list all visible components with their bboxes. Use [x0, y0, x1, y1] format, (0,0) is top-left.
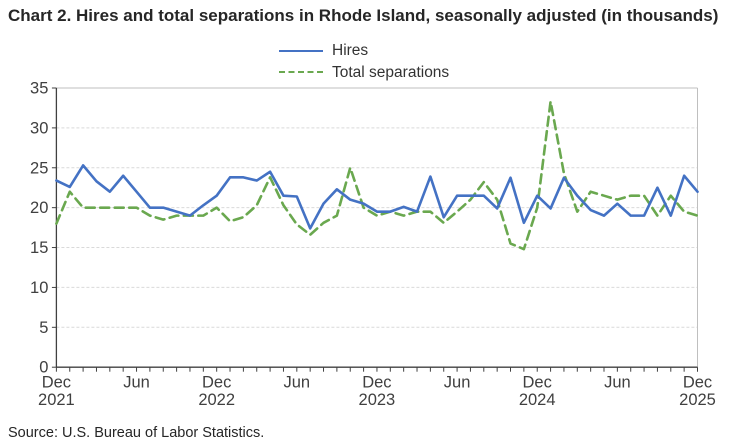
svg-text:Dec: Dec	[362, 374, 391, 392]
svg-text:Jun: Jun	[604, 374, 631, 392]
svg-text:2021: 2021	[38, 391, 75, 409]
svg-text:2023: 2023	[359, 391, 396, 409]
svg-text:20: 20	[30, 199, 48, 217]
svg-text:2022: 2022	[198, 391, 235, 409]
svg-text:10: 10	[30, 279, 48, 297]
svg-text:Dec: Dec	[42, 374, 71, 392]
svg-text:Jun: Jun	[123, 374, 150, 392]
svg-text:15: 15	[30, 239, 48, 257]
svg-text:Dec: Dec	[523, 374, 552, 392]
svg-text:2025: 2025	[679, 391, 716, 409]
svg-text:2024: 2024	[519, 391, 556, 409]
svg-text:Dec: Dec	[683, 374, 712, 392]
svg-text:Jun: Jun	[283, 374, 310, 392]
svg-text:Jun: Jun	[444, 374, 471, 392]
svg-text:25: 25	[30, 159, 48, 177]
svg-text:35: 35	[30, 80, 48, 98]
svg-text:Dec: Dec	[202, 374, 231, 392]
svg-text:5: 5	[39, 319, 48, 337]
svg-text:30: 30	[30, 119, 48, 137]
